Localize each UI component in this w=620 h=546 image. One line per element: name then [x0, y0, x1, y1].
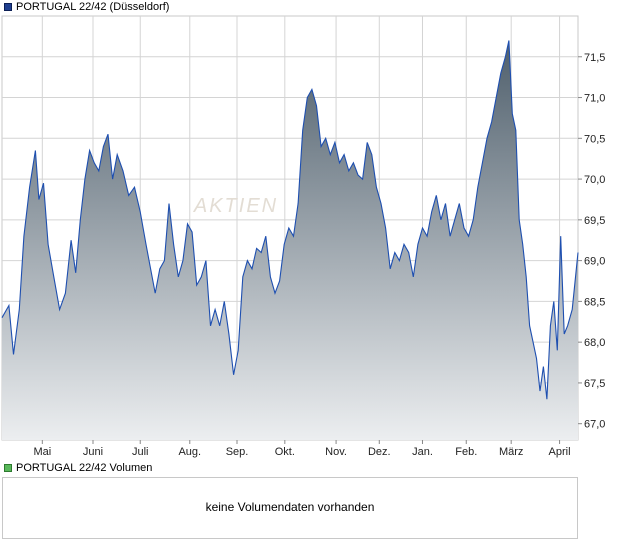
x-axis: Mai Juni Juli Aug. Sep. Okt. Nov. Dez. Jan. Feb. M… — [33, 440, 571, 458]
x-tick-label: April — [549, 446, 571, 458]
x-tick-label: Aug. — [178, 446, 201, 458]
x-tick-label: Nov. — [325, 446, 347, 458]
volume-legend-label: PORTUGAL 22/42 Volumen — [16, 462, 153, 474]
price-chart: AKTIEN 67,0 67,5 68,0 68,5 69,0 69,5 70,0 70,5 7… — [1, 15, 605, 458]
price-legend-label: PORTUGAL 22/42 (Düsseldorf) — [16, 1, 170, 13]
y-tick-label: 69,5 — [584, 215, 605, 227]
volume-legend: PORTUGAL 22/42 Volumen — [4, 461, 152, 475]
price-area — [2, 40, 578, 440]
price-line — [1, 40, 579, 400]
y-tick-label: 69,0 — [584, 256, 605, 268]
price-legend-swatch — [4, 3, 12, 11]
x-tick-label: Dez. — [368, 446, 391, 458]
y-tick-label: 67,5 — [584, 378, 605, 390]
x-tick-label: Sep. — [226, 446, 249, 458]
volume-legend-swatch — [4, 464, 12, 472]
volume-panel: keine Volumendaten vorhanden — [2, 477, 578, 539]
x-tick-label: Okt. — [275, 446, 295, 458]
y-tick-label: 70,0 — [584, 174, 605, 186]
x-tick-label: Mai — [33, 446, 51, 458]
y-tick-label: 70,5 — [584, 133, 605, 145]
y-axis: 67,0 67,5 68,0 68,5 69,0 69,5 70,0 70,5 71,0 71,5 — [578, 52, 605, 431]
x-tick-label: Jan. — [412, 446, 433, 458]
price-legend: PORTUGAL 22/42 (Düsseldorf) — [4, 0, 169, 14]
y-tick-label: 71,0 — [584, 93, 605, 105]
volume-empty-message: keine Volumendaten vorhanden — [205, 500, 375, 514]
y-tick-label: 68,0 — [584, 337, 605, 349]
x-tick-label: Juli — [132, 446, 149, 458]
x-tick-label: Feb. — [455, 446, 477, 458]
x-tick-label: März — [499, 446, 523, 458]
y-tick-label: 68,5 — [584, 296, 605, 308]
x-tick-label: Juni — [83, 446, 103, 458]
y-tick-label: 67,0 — [584, 419, 605, 431]
watermark-text: AKTIEN — [193, 195, 278, 217]
y-tick-label: 71,5 — [584, 52, 605, 64]
